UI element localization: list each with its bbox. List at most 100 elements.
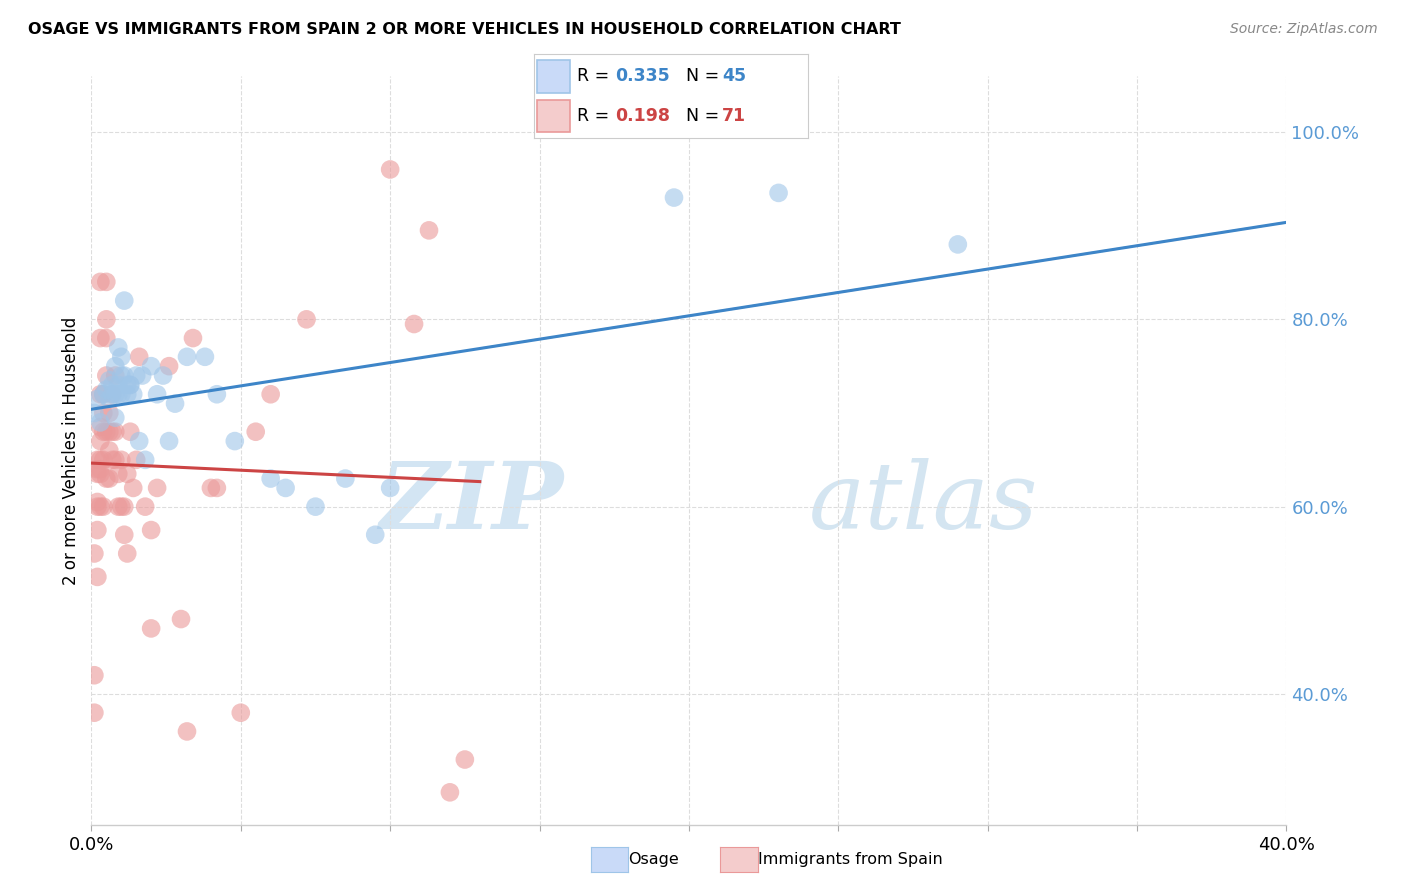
Point [259,387,281,401]
Point [104,453,127,467]
Point [83,406,105,420]
Point [205,387,228,401]
Point [86,523,108,537]
Point [101,378,124,392]
Point [98,443,121,458]
Point [141,622,163,636]
FancyBboxPatch shape [537,61,569,93]
Point [134,453,156,467]
Point [146,481,169,495]
Point [157,359,180,374]
Point [98,392,121,406]
FancyBboxPatch shape [537,100,569,132]
Point [86,467,108,481]
Point [380,481,402,495]
Point [93,425,115,439]
Point [86,500,108,514]
Point [768,186,790,200]
Text: 45: 45 [723,67,747,85]
Point [89,420,111,434]
Point [93,406,115,420]
Point [112,293,135,308]
Point [89,331,111,345]
Point [110,387,132,401]
Text: Immigrants from Spain: Immigrants from Spain [758,853,942,867]
Point [274,481,297,495]
Point [86,570,108,584]
Point [141,359,163,374]
Point [93,387,115,401]
Point [115,467,138,481]
Point [146,387,169,401]
Point [98,373,121,387]
Point [380,162,402,177]
Point [224,434,246,448]
Point [128,434,150,448]
Point [176,724,198,739]
Point [176,350,198,364]
Text: N =: N = [686,107,725,125]
Point [93,387,115,401]
Point [89,453,111,467]
Point [86,495,108,509]
Point [946,237,969,252]
Y-axis label: 2 or more Vehicles in Household: 2 or more Vehicles in Household [62,317,80,584]
Point [89,462,111,476]
Point [93,453,115,467]
Point [83,668,105,682]
Text: 0.335: 0.335 [616,67,669,85]
Point [96,312,118,326]
Text: Osage: Osage [628,853,679,867]
Point [295,312,318,326]
Point [194,350,217,364]
Point [122,481,145,495]
Point [89,434,111,448]
Point [163,396,186,410]
Text: OSAGE VS IMMIGRANTS FROM SPAIN 2 OR MORE VEHICLES IN HOUSEHOLD CORRELATION CHART: OSAGE VS IMMIGRANTS FROM SPAIN 2 OR MORE… [28,22,901,37]
Point [122,387,145,401]
Point [107,340,129,354]
Point [101,387,124,401]
Point [98,425,121,439]
Point [181,331,204,345]
Point [86,462,108,476]
Point [157,434,180,448]
Point [152,368,174,383]
Point [96,368,118,383]
Point [104,410,127,425]
Point [89,275,111,289]
Point [96,383,118,397]
Text: N =: N = [686,67,725,85]
Point [141,523,163,537]
Text: Source: ZipAtlas.com: Source: ZipAtlas.com [1230,22,1378,37]
Point [107,500,129,514]
Point [131,368,153,383]
Point [83,706,105,720]
Point [418,223,440,237]
Point [104,425,127,439]
Point [110,453,132,467]
Point [200,481,222,495]
Point [86,392,108,406]
Point [83,546,105,561]
Point [404,317,426,331]
Point [125,453,148,467]
Point [107,387,129,401]
Point [101,453,124,467]
Point [112,500,135,514]
Point [93,500,115,514]
Point [134,500,156,514]
Point [96,275,118,289]
Point [110,350,132,364]
Point [101,425,124,439]
Point [110,368,132,383]
Point [104,387,127,401]
Point [170,612,193,626]
Point [259,471,281,485]
Point [115,378,138,392]
Point [120,378,142,392]
Point [104,368,127,383]
Text: R =: R = [576,107,614,125]
Point [112,528,135,542]
Point [335,471,357,485]
